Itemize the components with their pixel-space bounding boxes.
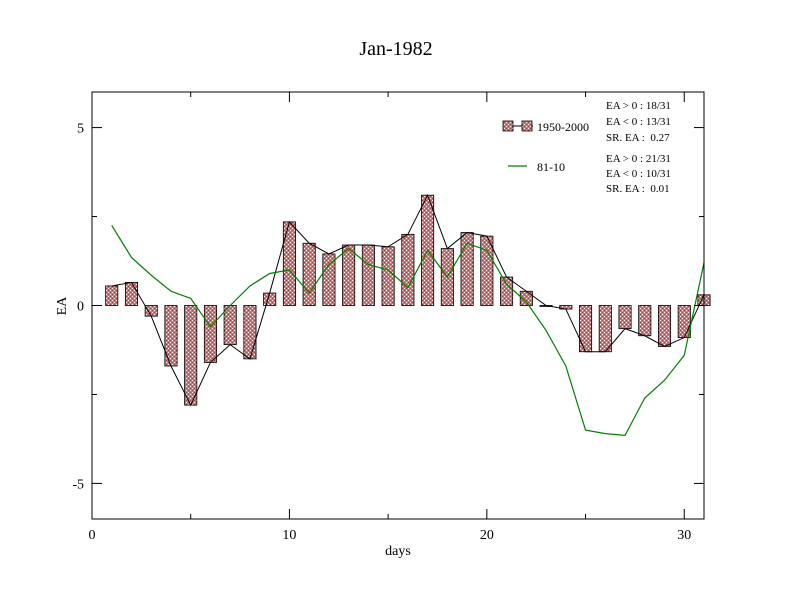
x-tick-label-0: 0: [89, 528, 96, 543]
ticks-layer: 0 10 20 30 -5 0 5: [72, 92, 704, 543]
lines-layer: [111, 193, 705, 437]
bar-day-16: [401, 233, 415, 306]
series-line-81-10: [111, 225, 705, 437]
legend-label-81-10: 81-10: [537, 160, 565, 174]
bar-day-20: [480, 235, 494, 306]
annotation-1-line-2: EA < 0 : 13/31: [606, 116, 671, 128]
annotation-1-line-3: SR. EA : 0.27: [606, 132, 670, 144]
bar-day-13: [342, 244, 356, 306]
annotation-2-line-1: EA > 0 : 21/31: [606, 153, 671, 165]
legend-label-1950-2000: 1950-2000: [537, 120, 589, 134]
bar-day-2: [124, 281, 139, 306]
bar-day-10: [282, 221, 296, 306]
bar-day-29: [658, 305, 672, 347]
bar-day-5: [184, 305, 198, 406]
x-tick-label-10: 10: [282, 528, 296, 543]
bar-day-6: [203, 305, 217, 363]
x-tick-label-30: 30: [677, 528, 691, 543]
bar-day-11: [302, 242, 316, 306]
bar-day-28: [638, 305, 652, 337]
bar-day-3: [144, 305, 158, 317]
y-tick-label-0: 0: [77, 300, 84, 315]
legend-swatch-1950-2000-a: [502, 120, 514, 132]
bar-day-15: [381, 246, 395, 306]
bar-day-14: [361, 244, 375, 306]
series-line-1950-2000: [111, 193, 705, 407]
bar-day-4: [164, 305, 178, 367]
chart-title: Jan-1982: [359, 38, 432, 60]
annotation-1-line-1: EA > 0 : 18/31: [606, 100, 671, 112]
legend: 1950-2000 81-10 EA > 0 : 18/31 EA < 0 : …: [502, 100, 671, 195]
y-tick-label-5: 5: [77, 122, 84, 137]
legend-swatch-1950-2000-b: [521, 120, 533, 132]
y-tick-label--5: -5: [72, 477, 84, 492]
bar-day-26: [598, 305, 612, 353]
bar-day-21: [500, 276, 514, 306]
bar-day-1: [105, 285, 119, 306]
bars-layer: [105, 194, 711, 406]
annotation-2-line-3: SR. EA : 0.01: [606, 183, 670, 195]
x-tick-label-20: 20: [480, 528, 494, 543]
annotation-2-line-2: EA < 0 : 10/31: [606, 168, 671, 180]
bar-day-7: [223, 305, 237, 346]
bar-day-8: [243, 305, 257, 360]
bar-day-9: [263, 292, 277, 306]
bar-day-27: [618, 305, 632, 330]
y-axis-label: EA: [55, 296, 70, 316]
bar-day-25: [579, 305, 593, 353]
x-axis-label: days: [385, 544, 411, 559]
